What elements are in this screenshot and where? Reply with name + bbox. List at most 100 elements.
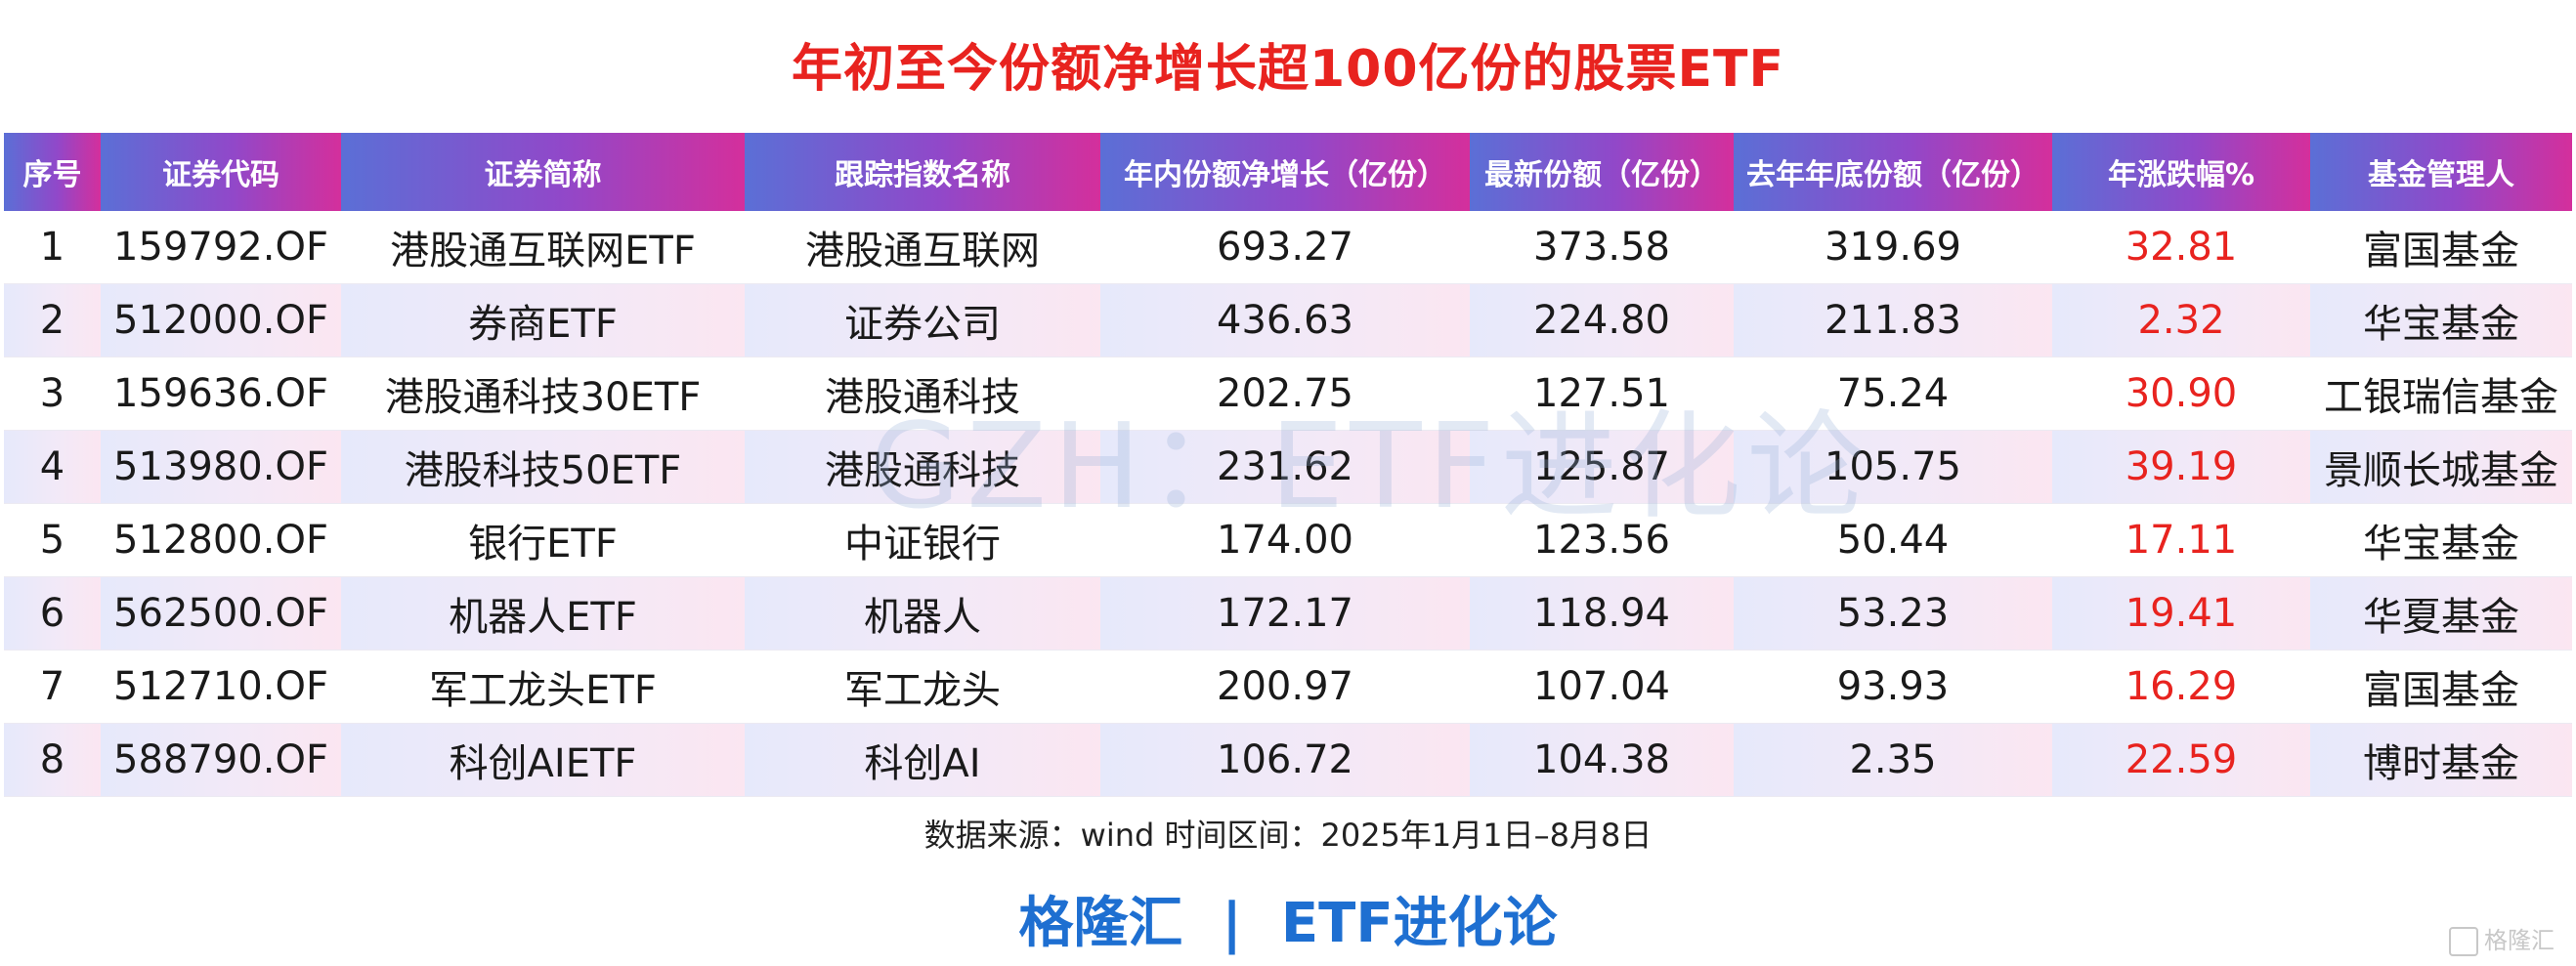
cell-col-change: 32.81	[2052, 211, 2310, 284]
corner-logo: 格隆汇	[2449, 921, 2555, 956]
cell-col-latest-share: 373.58	[1470, 211, 1734, 284]
table-title: 年初至今份额净增长超100亿份的股票ETF	[791, 40, 1785, 99]
cell-col-prev-share: 2.35	[1734, 724, 2052, 797]
cell-col-prev-share: 319.69	[1734, 211, 2052, 284]
cell-col-name: 港股通科技30ETF	[341, 357, 745, 431]
cell-col-prev-share: 75.24	[1734, 357, 2052, 431]
brand-left: 格隆汇	[1018, 892, 1183, 955]
table-row: 6 562500.OF 机器人ETF 机器人 172.17 118.94 53.23 19.4…	[4, 577, 2572, 651]
header-col-latest-share: 最新份额（亿份）	[1470, 133, 1734, 211]
cell-col-name: 港股通互联网ETF	[341, 211, 745, 284]
header-col-manager: 基金管理人	[2310, 133, 2572, 211]
cell-col-manager: 富国基金	[2310, 211, 2572, 284]
cell-col-change: 39.19	[2052, 431, 2310, 504]
cell-col-change: 30.90	[2052, 357, 2310, 431]
cell-col-name: 港股科技50ETF	[341, 431, 745, 504]
cell-col-code: 159636.OF	[101, 357, 341, 431]
cell-col-latest-share: 123.56	[1470, 504, 1734, 577]
cell-col-prev-share: 53.23	[1734, 577, 2052, 651]
cell-col-manager: 工银瑞信基金	[2310, 357, 2572, 431]
cell-col-net-growth: 174.00	[1100, 504, 1470, 577]
cell-col-index: 1	[4, 211, 101, 284]
cell-col-latest-share: 107.04	[1470, 651, 1734, 724]
cell-col-net-growth: 200.97	[1100, 651, 1470, 724]
table-row: 2 512000.OF 券商ETF 证券公司 436.63 224.80 211.83 2.3…	[4, 284, 2572, 357]
corner-logo-text: 格隆汇	[2484, 927, 2555, 954]
cell-col-latest-share: 104.38	[1470, 724, 1734, 797]
cell-col-index-name: 机器人	[745, 577, 1100, 651]
cell-col-net-growth: 231.62	[1100, 431, 1470, 504]
cell-col-code: 512710.OF	[101, 651, 341, 724]
cell-col-index-name: 军工龙头	[745, 651, 1100, 724]
header-col-name: 证券简称	[341, 133, 745, 211]
etf-table: 序号 证券代码 证券简称 跟踪指数名称 年内份额净增长（亿份） 最新份额（亿份） 去年年底份…	[4, 133, 2572, 797]
header-col-change: 年涨跌幅%	[2052, 133, 2310, 211]
cell-col-name: 科创AIETF	[341, 724, 745, 797]
cell-col-index: 5	[4, 504, 101, 577]
cell-col-change: 16.29	[2052, 651, 2310, 724]
cell-col-name: 银行ETF	[341, 504, 745, 577]
cell-col-index-name: 中证银行	[745, 504, 1100, 577]
cell-col-net-growth: 202.75	[1100, 357, 1470, 431]
header-col-net-growth: 年内份额净增长（亿份）	[1100, 133, 1470, 211]
brand-right: ETF进化论	[1280, 892, 1558, 955]
cell-col-prev-share: 211.83	[1734, 284, 2052, 357]
cell-col-code: 512000.OF	[101, 284, 341, 357]
cell-col-index: 6	[4, 577, 101, 651]
cell-col-manager: 博时基金	[2310, 724, 2572, 797]
cell-col-net-growth: 693.27	[1100, 211, 1470, 284]
cell-col-latest-share: 224.80	[1470, 284, 1734, 357]
cell-col-index-name: 港股通科技	[745, 357, 1100, 431]
cell-col-index: 4	[4, 431, 101, 504]
table-row: 4 513980.OF 港股科技50ETF 港股通科技 231.62 125.87 105.…	[4, 431, 2572, 504]
cell-col-index: 8	[4, 724, 101, 797]
cell-col-latest-share: 127.51	[1470, 357, 1734, 431]
table-body: 1 159792.OF 港股通互联网ETF 港股通互联网 693.27 373.58 319…	[4, 211, 2572, 797]
cell-col-manager: 景顺长城基金	[2310, 431, 2572, 504]
cell-col-prev-share: 93.93	[1734, 651, 2052, 724]
cell-col-manager: 华宝基金	[2310, 284, 2572, 357]
cell-col-latest-share: 118.94	[1470, 577, 1734, 651]
cell-col-name: 机器人ETF	[341, 577, 745, 651]
table-row: 8 588790.OF 科创AIETF 科创AI 106.72 104.38 2.35 22.…	[4, 724, 2572, 797]
table-row: 5 512800.OF 银行ETF 中证银行 174.00 123.56 50.44 17.1…	[4, 504, 2572, 577]
header-col-code: 证券代码	[101, 133, 341, 211]
header-col-prev-share: 去年年底份额（亿份）	[1734, 133, 2052, 211]
cell-col-index-name: 港股通科技	[745, 431, 1100, 504]
table-row: 7 512710.OF 军工龙头ETF 军工龙头 200.97 107.04 93.93 16…	[4, 651, 2572, 724]
cell-col-code: 562500.OF	[101, 577, 341, 651]
cell-col-change: 2.32	[2052, 284, 2310, 357]
source-note: 数据来源：wind 时间区间：2025年1月1日–8月8日	[923, 817, 1653, 854]
cell-col-change: 22.59	[2052, 724, 2310, 797]
cell-col-change: 19.41	[2052, 577, 2310, 651]
cell-col-prev-share: 50.44	[1734, 504, 2052, 577]
cell-col-name: 券商ETF	[341, 284, 745, 357]
cell-col-net-growth: 436.63	[1100, 284, 1470, 357]
header-col-index-name: 跟踪指数名称	[745, 133, 1100, 211]
cell-col-prev-share: 105.75	[1734, 431, 2052, 504]
table-row: 3 159636.OF 港股通科技30ETF 港股通科技 202.75 127.51 75.…	[4, 357, 2572, 431]
header-col-index: 序号	[4, 133, 101, 211]
cell-col-code: 513980.OF	[101, 431, 341, 504]
cell-col-manager: 华宝基金	[2310, 504, 2572, 577]
cell-col-code: 512800.OF	[101, 504, 341, 577]
table-row: 1 159792.OF 港股通互联网ETF 港股通互联网 693.27 373.58 319…	[4, 211, 2572, 284]
cell-col-code: 159792.OF	[101, 211, 341, 284]
cell-col-index-name: 港股通互联网	[745, 211, 1100, 284]
footer-brand: 格隆汇 | ETF进化论	[0, 879, 2576, 958]
brand-separator: |	[1222, 892, 1242, 955]
cell-col-index: 3	[4, 357, 101, 431]
cell-col-index-name: 科创AI	[745, 724, 1100, 797]
cell-col-manager: 华夏基金	[2310, 577, 2572, 651]
cell-col-manager: 富国基金	[2310, 651, 2572, 724]
cell-col-code: 588790.OF	[101, 724, 341, 797]
cell-col-index-name: 证券公司	[745, 284, 1100, 357]
cell-col-name: 军工龙头ETF	[341, 651, 745, 724]
cell-col-net-growth: 106.72	[1100, 724, 1470, 797]
cell-col-latest-share: 125.87	[1470, 431, 1734, 504]
cell-col-net-growth: 172.17	[1100, 577, 1470, 651]
cell-col-index: 7	[4, 651, 101, 724]
header-row: 序号 证券代码 证券简称 跟踪指数名称 年内份额净增长（亿份） 最新份额（亿份） 去年年底份…	[4, 133, 2572, 211]
cell-col-index: 2	[4, 284, 101, 357]
cell-col-change: 17.11	[2052, 504, 2310, 577]
